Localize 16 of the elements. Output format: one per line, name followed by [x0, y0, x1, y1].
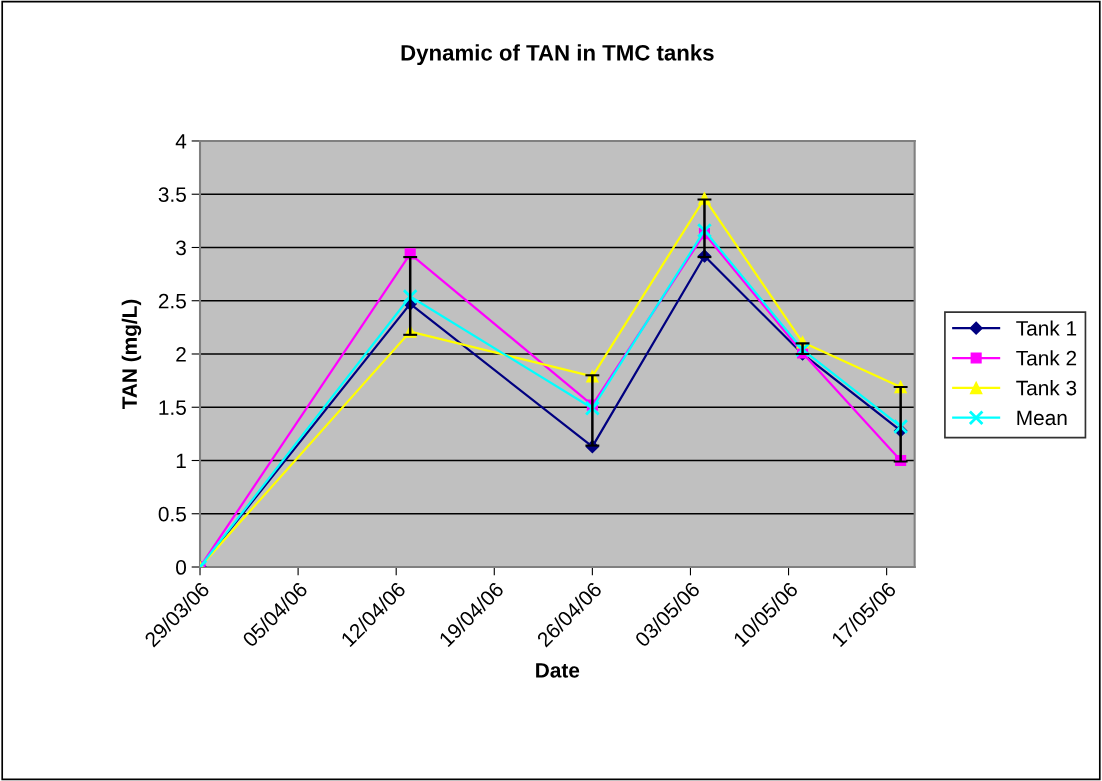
y-tick-label: 0	[176, 560, 186, 575]
legend-label: Mean	[1017, 410, 1067, 426]
y-tick-label: 0.5	[158, 506, 186, 522]
y-tick-label: 1.5	[159, 400, 186, 415]
y-tick-label: 1	[176, 453, 186, 469]
x-axis-title: Date	[536, 663, 580, 678]
legend-label: Tank 3	[1016, 380, 1077, 396]
y-tick-label: 2	[176, 346, 186, 362]
y-tick-label: 2.5	[158, 293, 186, 309]
y-axis-title: TAN (mg/L)	[121, 299, 142, 410]
legend-label: Tank 1	[1016, 320, 1077, 336]
legend-label: Tank 2	[1016, 350, 1077, 366]
y-tick-label: 4	[175, 134, 187, 149]
y-tick-label: 3	[176, 240, 186, 256]
chart-title: Dynamic of TAN in TMC tanks	[401, 44, 714, 66]
y-tick-label: 3.5	[158, 187, 186, 202]
